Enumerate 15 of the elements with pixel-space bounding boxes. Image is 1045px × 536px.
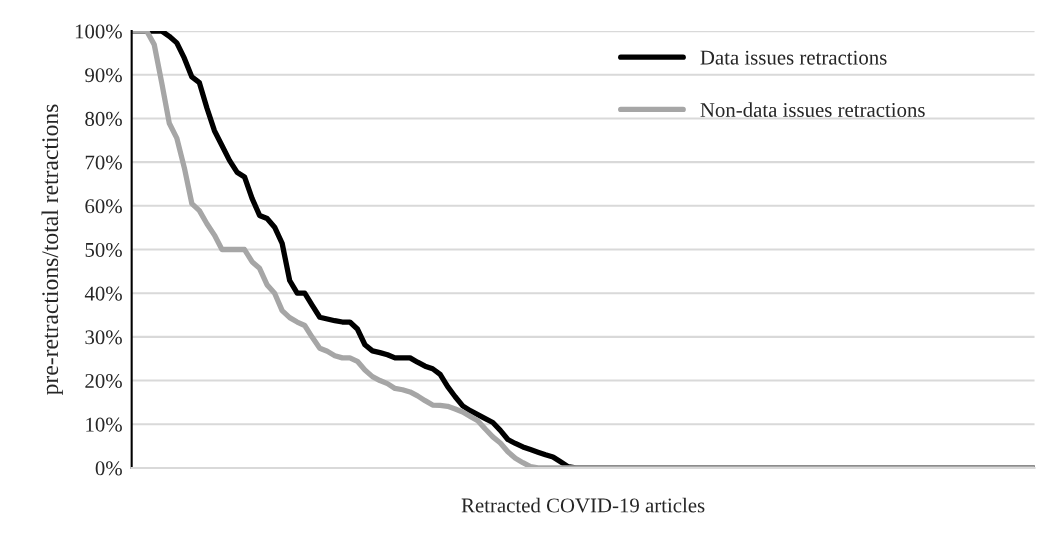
x-axis-title: Retracted COVID-19 articles <box>461 497 705 513</box>
y-tick-label: 0% <box>95 461 122 476</box>
y-tick-label: 60% <box>85 199 122 214</box>
y-tick-label: 20% <box>85 373 122 389</box>
y-tick-label: 90% <box>85 68 122 83</box>
legend-label: Non-data issues retractions <box>700 102 925 117</box>
y-tick-label: 50% <box>85 242 122 258</box>
y-tick-label: 40% <box>84 286 122 301</box>
y-tick-label: 30% <box>85 330 122 345</box>
legend-label: Data issues retractions <box>700 50 887 65</box>
y-tick-label: 10% <box>86 417 122 432</box>
y-tick-label: 100% <box>75 24 122 39</box>
y-tick-label: 80% <box>85 111 122 126</box>
y-axis-title: pre-retractions/total retractions <box>41 104 63 395</box>
y-tick-label: 70% <box>85 155 122 170</box>
